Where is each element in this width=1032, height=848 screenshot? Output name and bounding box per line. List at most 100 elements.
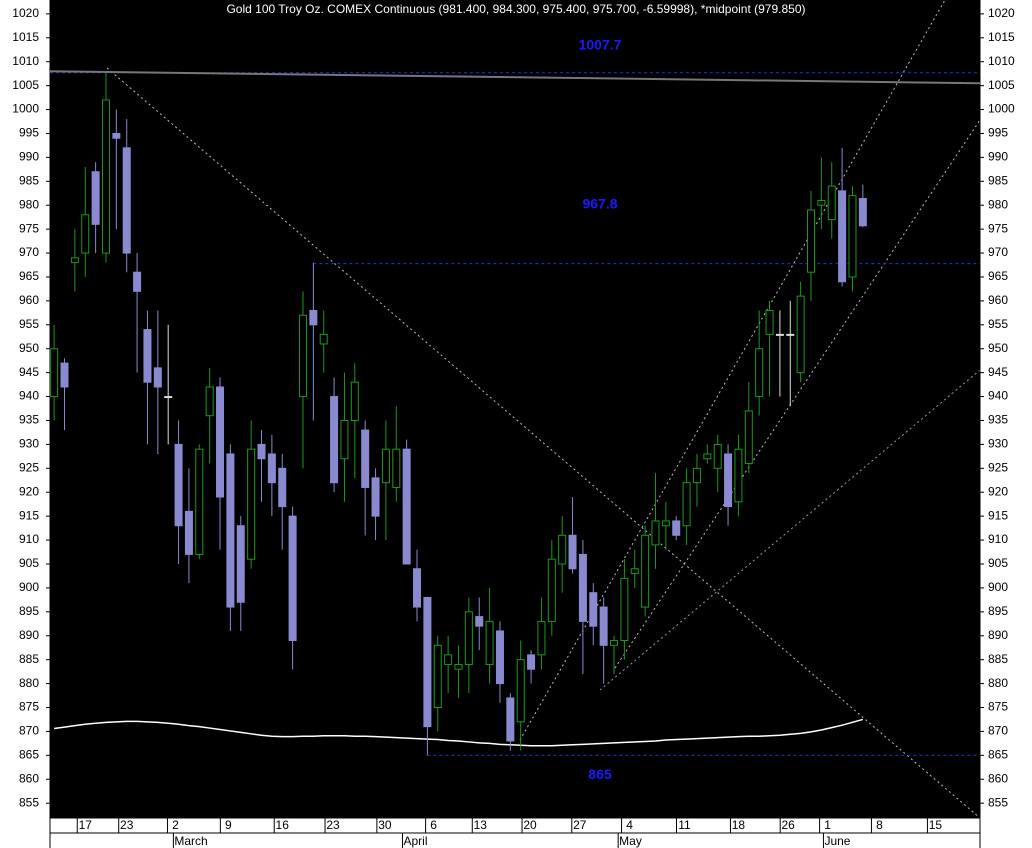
x-tick-label: 26 bbox=[782, 818, 796, 832]
x-tick-label: 17 bbox=[79, 818, 93, 832]
y-tick-label: 990 bbox=[19, 150, 39, 164]
candle-body bbox=[610, 640, 619, 646]
candle-body bbox=[713, 443, 722, 469]
candle-body bbox=[236, 525, 245, 603]
month-label: June bbox=[824, 834, 850, 848]
candle-body bbox=[133, 271, 142, 292]
y2-tick-label: 855 bbox=[988, 795, 1008, 809]
y2-tick-label: 1020 bbox=[988, 6, 1015, 20]
candle-body bbox=[744, 410, 753, 465]
candle-body bbox=[827, 185, 836, 221]
candle-body bbox=[661, 520, 670, 527]
candle-body bbox=[216, 386, 225, 498]
month-label: April bbox=[404, 834, 428, 848]
candle-body bbox=[765, 309, 774, 335]
candle-body bbox=[309, 309, 318, 326]
candle-body bbox=[444, 654, 453, 665]
y-tick-label: 910 bbox=[19, 532, 39, 546]
candle-body bbox=[589, 592, 598, 627]
candle-body bbox=[775, 333, 784, 336]
y-tick-label: 1020 bbox=[12, 6, 39, 20]
y-tick-label: 970 bbox=[19, 245, 39, 259]
candle-body bbox=[164, 396, 173, 399]
y-tick-label: 940 bbox=[19, 389, 39, 403]
candle-body bbox=[319, 333, 328, 345]
candle-body bbox=[205, 386, 214, 417]
y2-tick-label: 865 bbox=[988, 748, 1008, 762]
candle-body bbox=[817, 199, 826, 206]
y2-tick-label: 990 bbox=[988, 150, 1008, 164]
x-tick-label: 8 bbox=[876, 818, 883, 832]
y-tick-label: 955 bbox=[19, 317, 39, 331]
y-tick-label: 895 bbox=[19, 604, 39, 618]
y2-tick-label: 1010 bbox=[988, 54, 1015, 68]
candle-body bbox=[578, 553, 587, 622]
y2-tick-label: 985 bbox=[988, 173, 1008, 187]
y2-tick-label: 930 bbox=[988, 437, 1008, 451]
moving-average-line bbox=[54, 718, 864, 747]
y2-tick-label: 980 bbox=[988, 197, 1008, 211]
candle-body bbox=[475, 616, 484, 627]
y2-tick-label: 890 bbox=[988, 628, 1008, 642]
y-tick-label: 865 bbox=[19, 748, 39, 762]
candle-body bbox=[464, 611, 473, 665]
y-tick-label: 855 bbox=[19, 795, 39, 809]
candle-body bbox=[734, 448, 743, 503]
y2-tick-label: 965 bbox=[988, 269, 1008, 283]
candle-body bbox=[122, 147, 131, 254]
y-tick-label: 1015 bbox=[12, 30, 39, 44]
x-tick-label: 18 bbox=[732, 818, 746, 832]
candle-body bbox=[527, 654, 536, 670]
y-tick-label: 945 bbox=[19, 365, 39, 379]
candle-body bbox=[755, 348, 764, 398]
x-tick-label: 4 bbox=[626, 818, 633, 832]
y-tick-label: 880 bbox=[19, 676, 39, 690]
x-tick-label: 20 bbox=[523, 818, 537, 832]
y-tick-label: 960 bbox=[19, 293, 39, 307]
candle-body bbox=[402, 448, 411, 565]
y2-tick-label: 920 bbox=[988, 484, 1008, 498]
candle-body bbox=[184, 510, 193, 555]
level-label: 967.8 bbox=[582, 195, 617, 211]
y2-tick-label: 895 bbox=[988, 604, 1008, 618]
candle-body bbox=[630, 568, 639, 575]
month-label: March bbox=[174, 834, 207, 848]
y-tick-label: 860 bbox=[19, 771, 39, 785]
candle-body bbox=[858, 198, 867, 227]
y-tick-label: 1010 bbox=[12, 54, 39, 68]
candle-body bbox=[848, 195, 857, 278]
x-tick-label: 27 bbox=[573, 818, 587, 832]
level-label: 865 bbox=[588, 766, 612, 782]
candle-body bbox=[423, 596, 432, 728]
candle-body bbox=[298, 314, 307, 398]
y2-tick-label: 960 bbox=[988, 293, 1008, 307]
y2-tick-label: 885 bbox=[988, 652, 1008, 666]
y-tick-label: 870 bbox=[19, 724, 39, 738]
y-tick-label: 995 bbox=[19, 126, 39, 140]
candle-body bbox=[786, 333, 795, 336]
y-tick-label: 885 bbox=[19, 652, 39, 666]
plot-area bbox=[50, 0, 980, 818]
candle-body bbox=[257, 443, 266, 460]
candle-body bbox=[350, 381, 359, 421]
y-tick-label: 1000 bbox=[12, 102, 39, 116]
y-tick-label: 935 bbox=[19, 413, 39, 427]
y2-tick-label: 875 bbox=[988, 700, 1008, 714]
x-tick-label: 30 bbox=[378, 818, 392, 832]
month-label: May bbox=[619, 834, 642, 848]
trendline bbox=[106, 67, 981, 819]
x-tick-label: 2 bbox=[172, 818, 179, 832]
candle-body bbox=[724, 453, 733, 508]
y2-tick-label: 935 bbox=[988, 413, 1008, 427]
candle-body bbox=[796, 295, 805, 374]
y2-tick-label: 910 bbox=[988, 532, 1008, 546]
candle-body bbox=[60, 362, 69, 388]
candle-body bbox=[433, 644, 442, 708]
y2-tick-label: 1015 bbox=[988, 30, 1015, 44]
candle-body bbox=[495, 630, 504, 685]
y-tick-label: 890 bbox=[19, 628, 39, 642]
candle-body bbox=[91, 171, 100, 225]
trendline bbox=[519, 0, 946, 741]
y-tick-label: 930 bbox=[19, 437, 39, 451]
